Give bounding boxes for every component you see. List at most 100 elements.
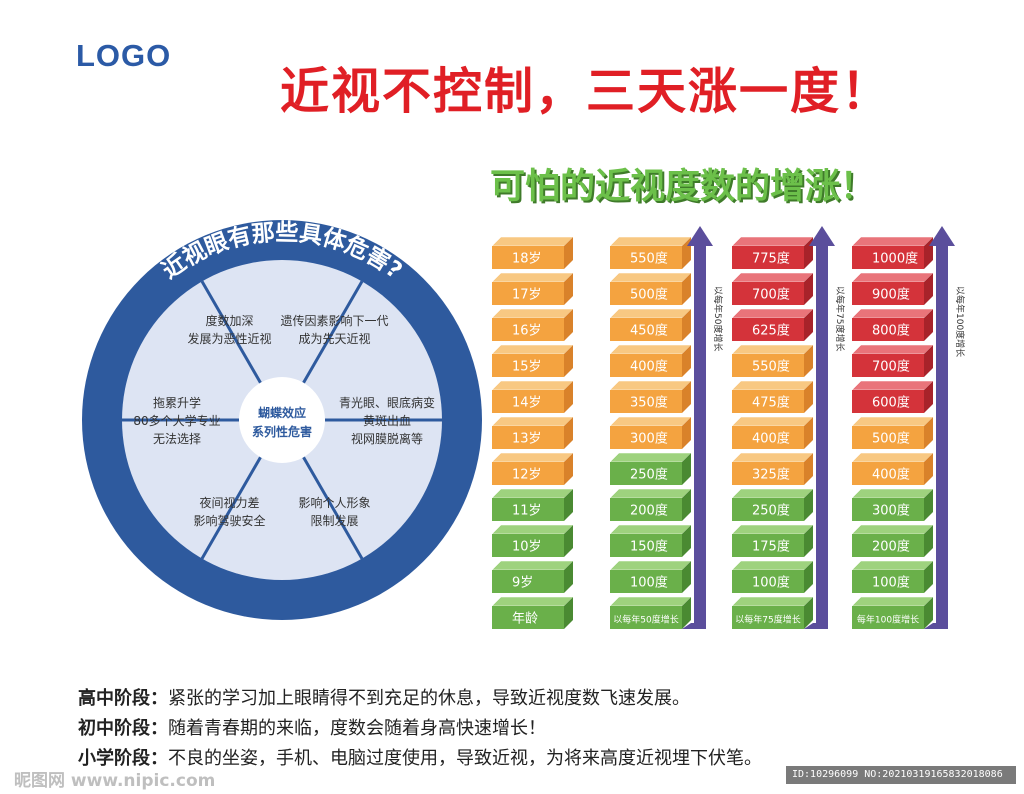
degree-block-label: 以每年50度增长	[613, 614, 678, 626]
degree-block-label: 17岁	[512, 288, 542, 303]
degree-block: 200度	[851, 524, 934, 557]
degree-block: 13岁	[491, 416, 574, 449]
degree-block-label: 以每年75度增长	[735, 614, 800, 626]
degree-block: 450度	[609, 308, 692, 341]
degree-block-label: 475度	[752, 395, 790, 411]
degree-block: 400度	[851, 452, 934, 485]
page-title: 近视不控制，三天涨一度！	[280, 63, 893, 120]
wheel-spoke	[200, 280, 262, 384]
wheel-segment-text: 青光眼、眼底病变	[339, 395, 435, 410]
degree-block: 550度	[609, 236, 692, 269]
column-rate-50: 550度 500度 450度 400度 350度 300度 250度 200度 150度 100度…	[609, 226, 724, 629]
degree-block: 700度	[851, 344, 934, 377]
degree-block-label: 700度	[872, 359, 910, 375]
stage-text: 不良的坐姿，手机、电脑过度使用，导致近视，为将来高度近视埋下伏笔。	[168, 748, 762, 769]
wheel-spoke	[302, 280, 364, 384]
degree-block: 100度	[851, 560, 934, 593]
wheel-segment-text: 影响驾驶安全	[193, 513, 265, 528]
degree-block: 700度	[731, 272, 814, 305]
degree-block: 500度	[851, 416, 934, 449]
degree-block: 150度	[609, 524, 692, 557]
wheel-segment-text: 限制发展	[310, 513, 358, 528]
degree-block: 100度	[731, 560, 814, 593]
column-rate-75: 775度 700度 625度 550度 475度 400度 325度 250度 175度 100度…	[731, 226, 846, 629]
degree-block-label: 900度	[872, 287, 910, 303]
degree-block: 775度	[731, 236, 814, 269]
degree-block: 475度	[731, 380, 814, 413]
column-rate-100: 1000度 900度 800度 700度 600度 500度 400度 300度 200度 100…	[851, 226, 966, 629]
degree-block-label: 350度	[630, 395, 668, 411]
degree-block-label: 13岁	[512, 432, 542, 447]
degree-block-label: 550度	[630, 251, 668, 267]
degree-block: 以每年50度增长	[609, 596, 692, 629]
degree-block-label: 15岁	[512, 360, 542, 375]
degree-block: 每年100度增长	[851, 596, 934, 629]
degree-block-label: 325度	[752, 467, 790, 483]
degree-block: 年龄	[491, 596, 574, 629]
wheel-segment-text: 视网膜脱离等	[351, 431, 423, 446]
degree-block-label: 700度	[752, 287, 790, 303]
degree-block-label: 11岁	[512, 504, 542, 519]
degree-block: 11岁	[491, 488, 574, 521]
logo: LOGO	[76, 38, 172, 73]
degree-block-label: 年龄	[512, 612, 538, 627]
degree-block-label: 775度	[752, 251, 790, 267]
wheel-center-line1: 蝴蝶效应	[258, 405, 306, 420]
degree-block: 9岁	[491, 560, 574, 593]
degree-block: 300度	[851, 488, 934, 521]
degree-block-label: 150度	[630, 539, 668, 555]
degree-block-label: 16岁	[512, 324, 542, 339]
degree-block: 1000度	[851, 236, 934, 269]
degree-block: 15岁	[491, 344, 574, 377]
degree-block: 以每年75度增长	[731, 596, 814, 629]
degree-block: 600度	[851, 380, 934, 413]
degree-block: 900度	[851, 272, 934, 305]
wheel-segment-text: 成为先天近视	[298, 331, 370, 346]
wheel-segment-text: 度数加深	[205, 313, 253, 328]
degree-block-label: 200度	[872, 539, 910, 555]
degree-block-label: 300度	[872, 503, 910, 519]
stage-text: 随着青春期的来临，度数会随着身高快速增长！	[168, 718, 546, 739]
stage-high-school: 高中阶段：紧张的学习加上眼睛得不到充足的休息，导致近视度数飞速发展。	[78, 684, 762, 714]
degree-block: 250度	[609, 452, 692, 485]
wheel-spoke	[200, 456, 262, 560]
image-id-bar: ID:10296099 NO:20210319165832018086	[786, 766, 1016, 784]
degree-block-label: 450度	[630, 323, 668, 339]
degree-block: 12岁	[491, 452, 574, 485]
degree-block-label: 10岁	[512, 540, 542, 555]
stage-label: 小学阶段：	[78, 748, 168, 769]
stage-primary-school: 小学阶段：不良的坐姿，手机、电脑过度使用，导致近视，为将来高度近视埋下伏笔。	[78, 744, 762, 774]
growth-arrow: 以每年100度增长	[924, 226, 966, 629]
degree-block: 625度	[731, 308, 814, 341]
growth-arrow: 以每年75度增长	[804, 226, 846, 629]
wheel-segment-text: 黄斑出血	[363, 414, 411, 428]
degree-block-label: 625度	[752, 323, 790, 339]
growth-arrow-label: 以每年75度增长	[834, 286, 846, 351]
stage-label: 初中阶段：	[78, 718, 168, 739]
degree-block-label: 175度	[752, 539, 790, 555]
degree-block: 18岁	[491, 236, 574, 269]
degree-block: 800度	[851, 308, 934, 341]
wheel-segment-text: 影响个人形象	[298, 495, 370, 510]
stage-label: 高中阶段：	[78, 688, 168, 709]
degree-block-label: 500度	[630, 287, 668, 303]
degree-block-label: 1000度	[872, 251, 918, 267]
degree-block: 500度	[609, 272, 692, 305]
degree-block: 400度	[731, 416, 814, 449]
wheel-spoke	[302, 456, 364, 560]
degree-block-label: 每年100度增长	[857, 614, 919, 626]
growth-arrow-label: 以每年100度增长	[954, 286, 966, 357]
degree-block-label: 14岁	[512, 396, 542, 411]
wheel-segment-text: 无法选择	[153, 432, 201, 446]
watermark-text: 昵图网 www.nipic.com	[14, 771, 216, 791]
degree-block: 250度	[731, 488, 814, 521]
degree-block: 325度	[731, 452, 814, 485]
wheel-segment-text: 发展为恶性近视	[187, 331, 271, 346]
degree-block-label: 800度	[872, 323, 910, 339]
degree-block-label: 500度	[872, 431, 910, 447]
wheel-center-line2: 系列性危害	[252, 424, 312, 439]
growth-arrow: 以每年50度增长	[682, 226, 724, 629]
degree-block-label: 550度	[752, 359, 790, 375]
degree-block: 10岁	[491, 524, 574, 557]
stage-middle-school: 初中阶段：随着青春期的来临，度数会随着身高快速增长！	[78, 714, 762, 744]
